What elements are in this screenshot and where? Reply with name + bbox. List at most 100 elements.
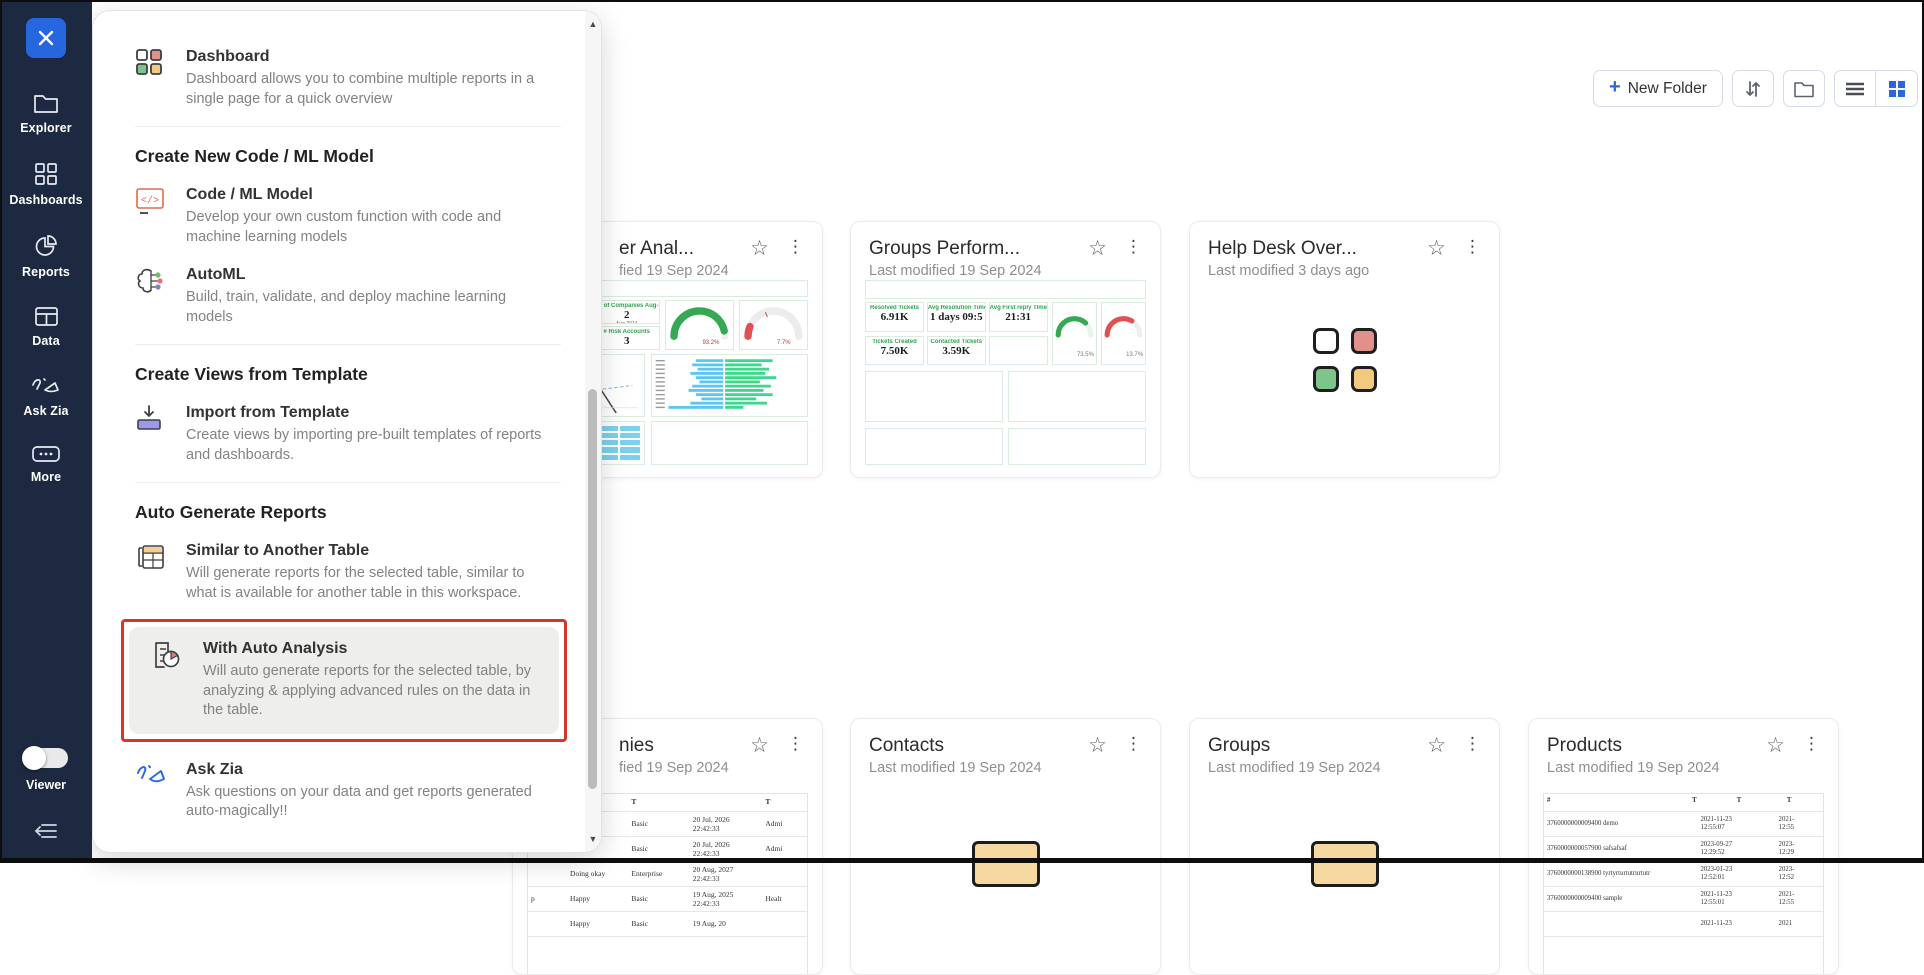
card-subtitle: Last modified 19 Sep 2024 bbox=[869, 263, 1042, 279]
auto-analysis-icon bbox=[155, 642, 180, 668]
kebab-menu-icon[interactable]: ⋮ bbox=[1464, 734, 1481, 753]
green-gauge-chart bbox=[1055, 316, 1094, 338]
card-subtitle: Last modified 19 Sep 2024 bbox=[1547, 760, 1720, 776]
table-row: p Happy Basic 19 Aug, 2025 22:42:33 Heal… bbox=[528, 887, 807, 912]
menu-item-ask-zia[interactable]: Ask Zia Ask questions on your data and g… bbox=[135, 759, 561, 822]
table-row: 3760000000009400 demo 2021-11-23 12:55:0… bbox=[1544, 812, 1823, 837]
favorite-star-icon[interactable]: ☆ bbox=[1088, 237, 1107, 260]
viewer-toggle[interactable] bbox=[22, 746, 68, 770]
sort-arrows-icon bbox=[1746, 80, 1760, 97]
table-placeholder-icon bbox=[971, 841, 1040, 887]
dashboard-thumbnail: Resolved Tickets 6.91K Avg Resolution Ti… bbox=[865, 280, 1146, 465]
card-subtitle: Last modified 3 days ago bbox=[1208, 263, 1370, 279]
menu-item-import-from-template[interactable]: Import from Template Create views by imp… bbox=[135, 402, 561, 465]
table-row: Doing okay Enterprise 20 Aug, 2027 22:42… bbox=[528, 862, 807, 887]
kebab-menu-icon[interactable]: ⋮ bbox=[1464, 237, 1481, 256]
section-auto-generate-reports: Auto Generate Reports bbox=[135, 502, 327, 522]
favorite-star-icon[interactable]: ☆ bbox=[750, 734, 769, 757]
favorite-star-icon[interactable]: ☆ bbox=[1088, 734, 1107, 757]
table-card-groups[interactable]: Groups Last modified 19 Sep 2024 ☆ ⋮ bbox=[1189, 718, 1500, 975]
menu-item-with-auto-analysis[interactable]: With Auto Analysis Will auto generate re… bbox=[152, 638, 549, 721]
folder-view-button[interactable] bbox=[1782, 70, 1825, 107]
menu-item-desc: Create views by importing pre-built temp… bbox=[186, 427, 542, 463]
ellipsis-icon bbox=[32, 446, 60, 462]
automl-brain-icon bbox=[137, 268, 163, 293]
ask-zia-icon bbox=[137, 764, 165, 782]
sort-button[interactable] bbox=[1731, 70, 1774, 107]
new-folder-button[interactable]: + New Folder bbox=[1593, 70, 1723, 107]
menu-item-desc: Ask questions on your data and get repor… bbox=[186, 783, 532, 820]
kebab-menu-icon[interactable]: ⋮ bbox=[787, 734, 804, 753]
card-subtitle: fied 19 Sep 2024 bbox=[619, 263, 729, 279]
scroll-up-icon[interactable]: ▲ bbox=[588, 19, 598, 29]
sidebar-item-ask-zia[interactable]: Ask Zia bbox=[0, 375, 92, 418]
scrollbar-thumb[interactable] bbox=[588, 389, 597, 789]
card-title: Groups bbox=[1208, 735, 1271, 756]
kebab-menu-icon[interactable]: ⋮ bbox=[1125, 237, 1142, 256]
table-thumbnail: # T T T 3760000000009400 demo 2021-11-23… bbox=[1543, 793, 1824, 974]
sidebar-item-label: Explorer bbox=[20, 121, 72, 135]
sidebar-item-reports[interactable]: Reports bbox=[0, 234, 92, 279]
favorite-star-icon[interactable]: ☆ bbox=[750, 237, 769, 260]
divider bbox=[135, 344, 561, 345]
menu-item-title: Import from Template bbox=[186, 404, 350, 421]
menu-item-title: Code / ML Model bbox=[186, 186, 313, 203]
menu-item-title: Ask Zia bbox=[186, 760, 243, 778]
red-gauge-chart bbox=[1104, 316, 1143, 338]
card-subtitle: Last modified 19 Sep 2024 bbox=[869, 760, 1042, 776]
menu-item-dashboard[interactable]: Dashboard Dashboard allows you to combin… bbox=[135, 46, 561, 109]
similar-table-icon bbox=[138, 545, 164, 569]
sidebar-item-explorer[interactable]: Explorer bbox=[0, 92, 92, 135]
menu-item-title: With Auto Analysis bbox=[203, 640, 348, 657]
table-card-contacts[interactable]: Contacts Last modified 19 Sep 2024 ☆ ⋮ bbox=[850, 718, 1161, 975]
sidebar-item-data[interactable]: Data bbox=[0, 306, 92, 348]
card-title: Products bbox=[1547, 735, 1622, 756]
tornado-bar-chart-thumbnail bbox=[655, 359, 776, 409]
kebab-menu-icon[interactable]: ⋮ bbox=[1125, 734, 1142, 753]
menu-item-desc: Will generate reports for the selected t… bbox=[186, 565, 525, 601]
highlight-red-box: With Auto Analysis Will auto generate re… bbox=[121, 619, 567, 742]
view-card-help-desk-overview[interactable]: Help Desk Over... Last modified 3 days a… bbox=[1189, 221, 1500, 478]
menu-item-similar-to-another-table[interactable]: Similar to Another Table Will generate r… bbox=[135, 540, 561, 603]
collapse-icon bbox=[34, 824, 57, 838]
list-view-button[interactable] bbox=[1835, 71, 1877, 106]
table-card-products[interactable]: Products Last modified 19 Sep 2024 ☆ ⋮ #… bbox=[1528, 718, 1839, 975]
scroll-down-icon[interactable]: ▼ bbox=[588, 834, 598, 844]
left-sidebar: Explorer Dashboards Reports bbox=[0, 0, 92, 863]
toggle-knob bbox=[22, 746, 46, 770]
red-gauge-chart bbox=[744, 307, 803, 341]
card-title: Contacts bbox=[869, 735, 944, 756]
view-card-groups-performance[interactable]: Groups Perform... Last modified 19 Sep 2… bbox=[850, 221, 1161, 478]
menu-item-code-ml-model[interactable]: </> Code / ML Model Develop your own cus… bbox=[135, 184, 561, 247]
menu-item-desc: Build, train, validate, and deploy machi… bbox=[186, 289, 507, 325]
card-subtitle: fied 19 Sep 2024 bbox=[619, 760, 729, 776]
favorite-star-icon[interactable]: ☆ bbox=[1427, 237, 1446, 260]
grid-view-button[interactable] bbox=[1876, 71, 1917, 106]
kebab-menu-icon[interactable]: ⋮ bbox=[1803, 734, 1820, 753]
sidebar-item-label: Data bbox=[32, 334, 60, 348]
menu-item-title: Dashboard bbox=[186, 48, 270, 65]
sidebar-item-label: Reports bbox=[22, 265, 70, 279]
menu-item-automl[interactable]: AutoML Build, train, validate, and deplo… bbox=[135, 264, 561, 327]
favorite-star-icon[interactable]: ☆ bbox=[1766, 734, 1785, 757]
import-template-icon bbox=[137, 405, 161, 430]
table-row: 3760000000057900 safsafsaf 2023-09-27 12… bbox=[1544, 837, 1823, 862]
divider bbox=[135, 482, 561, 483]
pie-chart-icon bbox=[35, 235, 57, 256]
folder-toolbar: + New Folder bbox=[1593, 70, 1918, 107]
kebab-menu-icon[interactable]: ⋮ bbox=[787, 237, 804, 256]
folder-icon bbox=[1794, 81, 1814, 97]
menu-scrollbar[interactable]: ▲ ▼ bbox=[585, 11, 601, 852]
dashboard-menu-icon bbox=[136, 49, 162, 75]
list-view-icon bbox=[1846, 82, 1865, 95]
sidebar-item-dashboards[interactable]: Dashboards bbox=[0, 162, 92, 207]
table-icon bbox=[34, 307, 58, 326]
close-button[interactable] bbox=[26, 18, 66, 58]
dashboard-placeholder-icon bbox=[1312, 327, 1377, 392]
sidebar-item-more[interactable]: More bbox=[0, 445, 92, 484]
card-title: Help Desk Over... bbox=[1208, 238, 1357, 259]
folder-icon bbox=[34, 95, 58, 113]
collapse-sidebar-button[interactable] bbox=[32, 822, 60, 845]
favorite-star-icon[interactable]: ☆ bbox=[1427, 734, 1446, 757]
green-gauge-chart bbox=[670, 307, 729, 341]
